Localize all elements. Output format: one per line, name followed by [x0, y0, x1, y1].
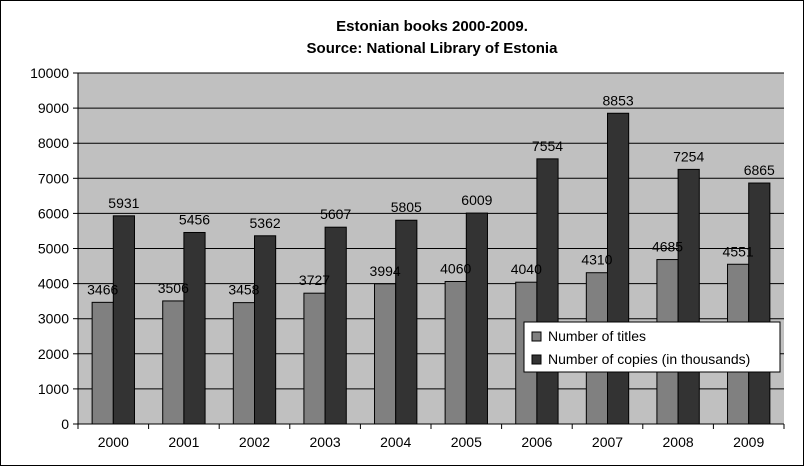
bar-copies [748, 182, 771, 425]
data-label: 5456 [179, 211, 210, 227]
data-label: 3727 [299, 272, 330, 288]
data-label: 6865 [744, 162, 775, 178]
chart-title: Estonian books 2000-2009. [336, 18, 528, 35]
data-label: 3458 [228, 282, 259, 298]
bar-titles [444, 280, 467, 425]
data-label: 3506 [158, 280, 189, 296]
x-tick-label: 2009 [733, 434, 764, 450]
bar-titles [303, 292, 326, 425]
bar-copies [112, 215, 135, 425]
data-label: 4551 [723, 243, 754, 259]
bar-titles [162, 300, 185, 425]
bar-copies [536, 158, 559, 425]
data-label: 7554 [532, 138, 563, 154]
y-tick-label: 3000 [38, 311, 69, 327]
data-label: 7254 [673, 148, 704, 164]
bar-copies [465, 212, 488, 425]
x-tick-label: 2003 [310, 434, 341, 450]
chart-subtitle: Source: National Library of Estonia [307, 40, 559, 57]
y-tick-label: 4000 [38, 276, 69, 292]
bar-titles [232, 302, 256, 425]
bar-copies [324, 226, 347, 425]
legend: Number of titles Number of copies (in tho… [523, 321, 781, 373]
legend-swatch [531, 331, 542, 342]
y-tick-label: 1000 [38, 381, 69, 397]
y-tick-label: 8000 [38, 135, 69, 151]
x-tick-label: 2005 [451, 434, 482, 450]
data-label: 5805 [391, 199, 422, 215]
bar-titles [91, 301, 114, 425]
y-tick-label: 2000 [38, 346, 69, 362]
x-tick-label: 2001 [168, 434, 199, 450]
data-label: 5362 [250, 215, 281, 231]
legend-label: Number of copies (in thousands) [548, 351, 750, 367]
legend-label: Number of titles [548, 328, 646, 344]
data-label: 4310 [581, 252, 612, 268]
legend-box [523, 321, 781, 373]
x-tick-label: 2006 [521, 434, 552, 450]
axes: 0 1000 2000 3000 4000 5000 6000 7000 8000 9000 100… [30, 65, 785, 450]
y-tick-label: 0 [61, 416, 69, 432]
bar-copies [607, 112, 630, 425]
bars [91, 112, 771, 425]
data-label: 8853 [603, 92, 634, 108]
data-label: 6009 [461, 192, 492, 208]
x-tick-label: 2007 [592, 434, 623, 450]
bar-copies [677, 168, 700, 425]
y-tick-label: 10000 [30, 65, 69, 81]
data-label: 3994 [370, 263, 401, 279]
bar-copies [395, 219, 418, 425]
y-tick-label: 5000 [38, 241, 69, 257]
legend-swatch [531, 354, 542, 365]
data-label: 4040 [511, 261, 542, 277]
x-tick-label: 2004 [380, 434, 411, 450]
y-tick-label: 6000 [38, 205, 69, 221]
x-tick-label: 2002 [239, 434, 270, 450]
data-label: 5931 [108, 195, 139, 211]
data-label: 4685 [652, 239, 683, 255]
data-label: 3466 [87, 281, 118, 297]
x-tick-label: 2008 [663, 434, 694, 450]
bar-copies [254, 235, 277, 425]
bar-copies [183, 231, 206, 425]
bar-titles [374, 283, 397, 425]
data-label: 5607 [320, 206, 351, 222]
data-label: 4060 [440, 260, 471, 276]
data-labels: 3466 5931 3506 5456 3458 5362 3727 5607 3994 5805… [87, 92, 775, 297]
y-tick-label: 7000 [38, 170, 69, 186]
x-tick-label: 2000 [98, 434, 129, 450]
y-tick-label: 9000 [38, 100, 69, 116]
